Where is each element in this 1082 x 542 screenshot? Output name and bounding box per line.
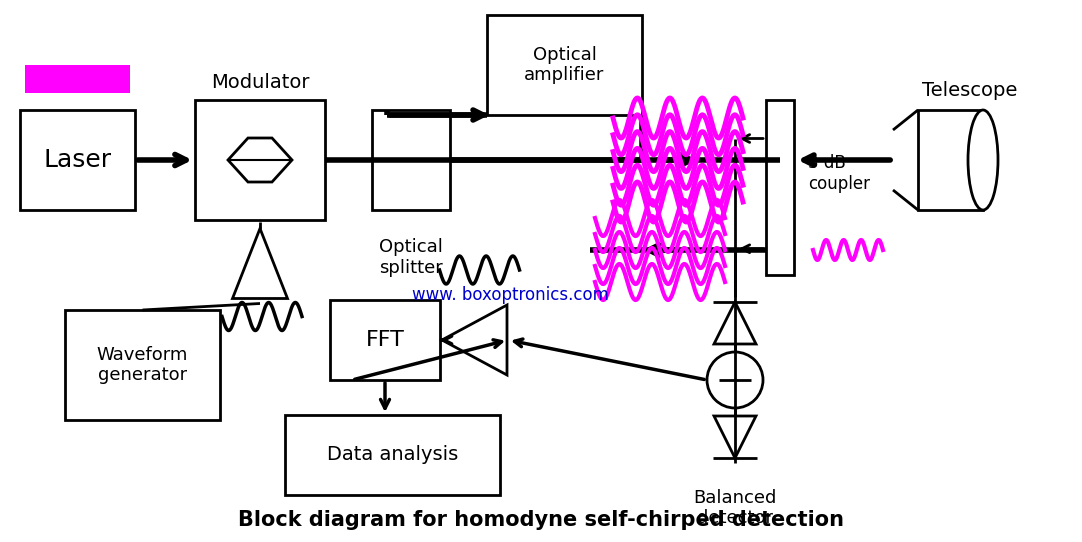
Bar bbox=[285, 415, 500, 495]
Bar bbox=[25, 65, 130, 93]
Text: Telescope: Telescope bbox=[922, 81, 1018, 100]
Bar bbox=[195, 100, 325, 220]
Text: Optical
amplifier: Optical amplifier bbox=[525, 46, 605, 85]
Bar bbox=[19, 110, 135, 210]
Ellipse shape bbox=[968, 110, 998, 210]
Text: Laser: Laser bbox=[43, 148, 111, 172]
Bar bbox=[330, 300, 440, 380]
Text: Optical
splitter: Optical splitter bbox=[379, 238, 443, 277]
Bar bbox=[65, 310, 220, 420]
Text: Waveform
generator: Waveform generator bbox=[96, 346, 188, 384]
Text: www. boxoptronics.com: www. boxoptronics.com bbox=[411, 286, 608, 304]
Bar bbox=[918, 110, 984, 210]
Bar bbox=[487, 15, 642, 115]
Text: Balanced
detector: Balanced detector bbox=[694, 488, 777, 527]
Text: Data analysis: Data analysis bbox=[327, 446, 458, 464]
Bar bbox=[766, 100, 794, 275]
Text: 3 dB
coupler: 3 dB coupler bbox=[808, 154, 870, 193]
Text: Modulator: Modulator bbox=[211, 73, 309, 92]
Text: Block diagram for homodyne self-chirped detection: Block diagram for homodyne self-chirped … bbox=[238, 510, 844, 530]
Text: FFT: FFT bbox=[366, 330, 405, 350]
Bar bbox=[372, 110, 450, 210]
